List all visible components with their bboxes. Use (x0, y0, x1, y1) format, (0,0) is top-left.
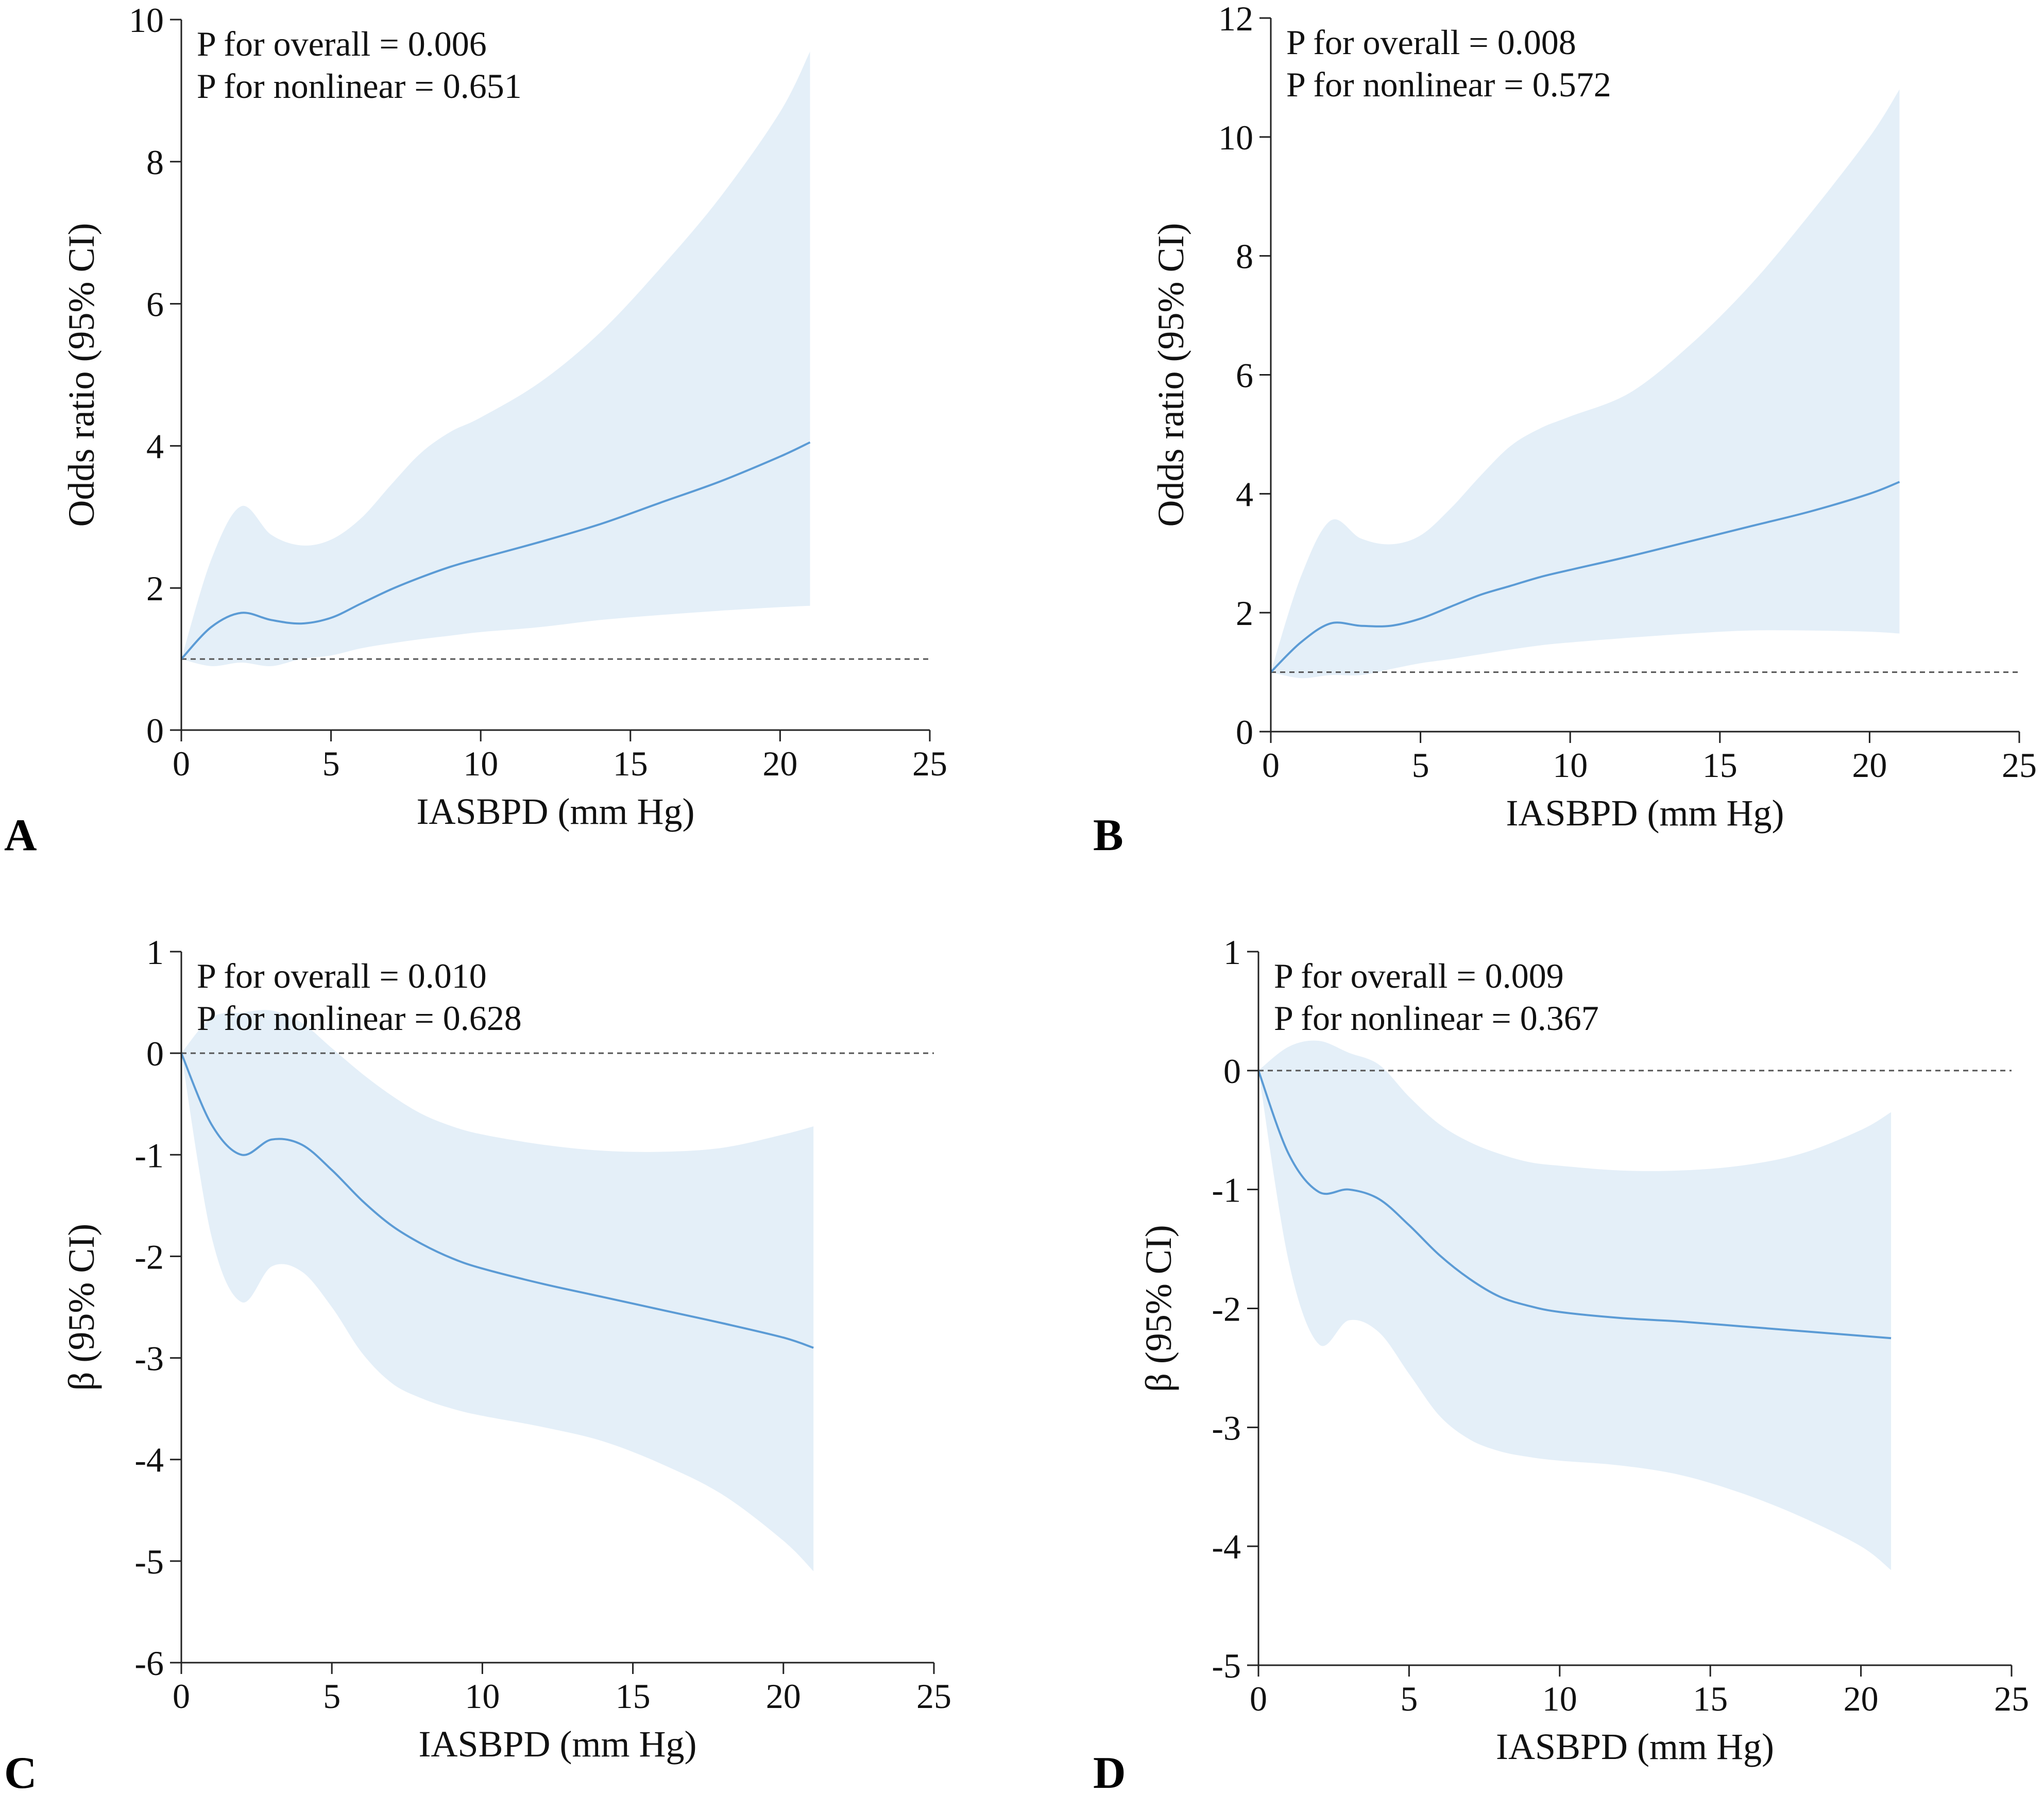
panel-d-x-tick-label: 15 (1693, 1679, 1728, 1718)
panel-b-x-tick-label: 20 (1852, 746, 1887, 785)
panel-d-x-tick-label: 10 (1542, 1679, 1577, 1718)
panel-c-x-tick-label: 5 (323, 1677, 340, 1716)
panel-d-y-tick-label: 0 (1223, 1052, 1241, 1091)
panel-c-y-tick-label: -1 (134, 1136, 164, 1175)
panel-b-y-tick-label: 2 (1236, 594, 1253, 633)
panel-c: 0 5 10 15 20 25 -6 -5 -4 -3 -2 -1 0 1 IASBPD (mm Hg) β … (4, 933, 951, 1793)
panel-d-x-tick-label: 25 (1994, 1679, 2029, 1718)
panel-c-x-tick-label: 20 (766, 1677, 801, 1716)
panel-d: 0 5 10 15 20 25 -5 -4 -3 -2 -1 0 1 IASBPD (mm Hg) β (9… (1093, 933, 2029, 1793)
panel-a-y-tick-label: 4 (146, 427, 164, 466)
panel-b-y-tick-label: 4 (1236, 475, 1253, 514)
panel-a-annotation: P for overall = 0.006 (197, 24, 487, 63)
panel-c-y-tick-label: -2 (134, 1237, 164, 1276)
panel-d-x-tick-label: 0 (1250, 1679, 1267, 1718)
panel-d-y-axis-title: β (95% CI) (1138, 1225, 1179, 1392)
panel-d-letter: D (1093, 1748, 1126, 1793)
panel-c-y-axis-title: β (95% CI) (61, 1224, 102, 1391)
panel-c-x-tick-label: 0 (173, 1677, 190, 1716)
panel-a-y-tick-label: 0 (146, 711, 164, 750)
panel-c-letter: C (4, 1748, 37, 1793)
panel-c-estimate-line (180, 1053, 814, 1349)
panel-b-letter: B (1093, 810, 1123, 860)
panel-a-estimate-line (180, 441, 811, 660)
panel-d-y-tick-label: -4 (1212, 1527, 1241, 1566)
panel-c-y-tick-label: 0 (146, 1034, 164, 1073)
panel-c-x-tick-label: 25 (916, 1677, 951, 1716)
panel-d-y-tick-label: -2 (1212, 1290, 1241, 1329)
panel-a: 0 5 10 15 20 25 0 2 4 6 8 10 IASBPD (mm Hg) Odds rati… (4, 1, 947, 860)
panel-d-annotation: P for nonlinear = 0.367 (1274, 999, 1599, 1038)
panel-a-x-tick-label: 0 (173, 744, 190, 783)
panel-c-y-tick-label: 1 (146, 933, 164, 972)
panel-c-x-axis-title: IASBPD (mm Hg) (418, 1723, 696, 1765)
panel-b-x-tick-label: 15 (1702, 746, 1738, 785)
panel-b-y-axis-title: Odds ratio (95% CI) (1150, 223, 1191, 527)
panel-a-x-axis-title: IASBPD (mm Hg) (416, 791, 694, 832)
panel-d-annotation: P for overall = 0.009 (1274, 956, 1564, 995)
panel-a-x-tick-label: 20 (762, 744, 797, 783)
panel-a-annotation: P for nonlinear = 0.651 (197, 66, 522, 106)
panel-b-x-tick-label: 10 (1553, 746, 1588, 785)
panel-d-x-tick-label: 5 (1400, 1679, 1418, 1718)
panel-b-estimate-line (1270, 481, 1900, 673)
panel-a-y-tick-label: 6 (146, 285, 164, 324)
panel-a-x-tick-label: 10 (463, 744, 498, 783)
panel-d-y-tick-label: -5 (1212, 1646, 1241, 1685)
panel-a-x-tick-label: 15 (613, 744, 648, 783)
panel-a-y-tick-label: 8 (146, 143, 164, 182)
panel-c-annotation: P for overall = 0.010 (197, 956, 487, 995)
panel-b-y-tick-label: 6 (1236, 356, 1253, 395)
panel-b-y-tick-label: 0 (1236, 713, 1253, 752)
panel-b: 0 5 10 15 20 25 0 2 4 6 8 10 12 IASBPD (mm Hg) Odds ra… (1093, 0, 2037, 860)
panel-c-ci-band (181, 1010, 814, 1571)
panel-d-ci-band (1258, 1040, 1892, 1570)
panel-b-x-tick-label: 0 (1262, 746, 1280, 785)
panel-d-x-axis-title: IASBPD (mm Hg) (1496, 1726, 1774, 1767)
panel-a-y-tick-label: 2 (146, 569, 164, 608)
panel-b-x-tick-label: 25 (2002, 746, 2037, 785)
panel-d-estimate-line (1257, 1070, 1892, 1340)
panel-a-letter: A (4, 810, 37, 860)
panel-b-annotation: P for overall = 0.008 (1286, 23, 1576, 62)
panel-c-annotation: P for nonlinear = 0.628 (197, 999, 522, 1038)
panel-b-x-axis-title: IASBPD (mm Hg) (1506, 792, 1784, 834)
panel-b-x-tick-label: 5 (1412, 746, 1429, 785)
panel-a-y-tick-label: 10 (129, 1, 164, 40)
panel-d-y-tick-label: -1 (1212, 1171, 1241, 1210)
panel-a-ci-band (181, 52, 810, 667)
panel-c-y-tick-label: -4 (134, 1441, 164, 1480)
panel-b-annotation: P for nonlinear = 0.572 (1286, 65, 1611, 104)
panel-c-y-tick-label: -6 (134, 1644, 164, 1683)
panel-c-y-tick-label: -5 (134, 1542, 164, 1581)
panel-b-y-tick-label: 12 (1218, 0, 1253, 38)
panel-d-y-tick-label: 1 (1223, 933, 1241, 972)
panel-b-y-tick-label: 10 (1218, 118, 1253, 157)
panel-c-y-tick-label: -3 (134, 1339, 164, 1378)
panel-d-x-tick-label: 20 (1844, 1679, 1879, 1718)
panel-c-x-tick-label: 15 (616, 1677, 651, 1716)
panel-b-ci-band (1271, 89, 1900, 679)
panel-b-y-tick-label: 8 (1236, 237, 1253, 276)
panel-a-y-axis-title: Odds ratio (95% CI) (61, 223, 102, 527)
panel-a-x-tick-label: 25 (912, 744, 947, 783)
panel-a-x-tick-label: 5 (322, 744, 340, 783)
panel-d-y-tick-label: -3 (1212, 1408, 1241, 1447)
panel-c-x-tick-label: 10 (465, 1677, 500, 1716)
